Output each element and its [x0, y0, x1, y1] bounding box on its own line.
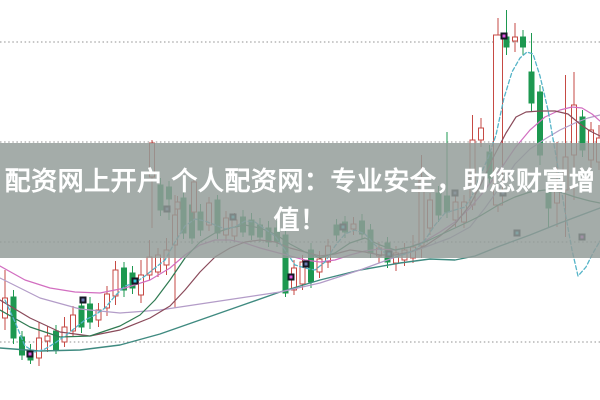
marker-icon-dot: [28, 352, 32, 356]
candle-body: [316, 258, 323, 273]
candle-body: [78, 305, 85, 328]
candle-body: [104, 293, 110, 309]
candle-body: [512, 36, 518, 42]
marker-icon-dot: [81, 298, 85, 302]
candle-body: [478, 127, 484, 141]
marker-icon-dot: [304, 262, 308, 266]
candle-body: [36, 337, 42, 359]
ma-line-MA5-cyan-dashed: [4, 51, 600, 353]
candle-body: [2, 297, 8, 319]
candle-body: [520, 36, 526, 48]
marker-icon-dot: [133, 279, 137, 283]
promo-banner: 配资网上开户 个人配资网：专业安全，助您财富增 值！: [0, 143, 600, 258]
candle-body: [70, 314, 76, 332]
promo-banner-text-line2: 值！: [273, 204, 327, 235]
candle-body: [19, 336, 25, 356]
candle-body: [528, 71, 535, 104]
marker-icon-dot: [289, 275, 293, 279]
candle-body: [138, 274, 144, 296]
marker-icon-dot: [502, 34, 506, 38]
candle-body: [112, 269, 119, 297]
candle-body: [87, 303, 93, 323]
candle-body: [121, 267, 127, 291]
promo-banner-text-line1: 配资网上开户 个人配资网：专业安全，助您财富增: [4, 165, 596, 196]
candle-body: [44, 335, 51, 342]
